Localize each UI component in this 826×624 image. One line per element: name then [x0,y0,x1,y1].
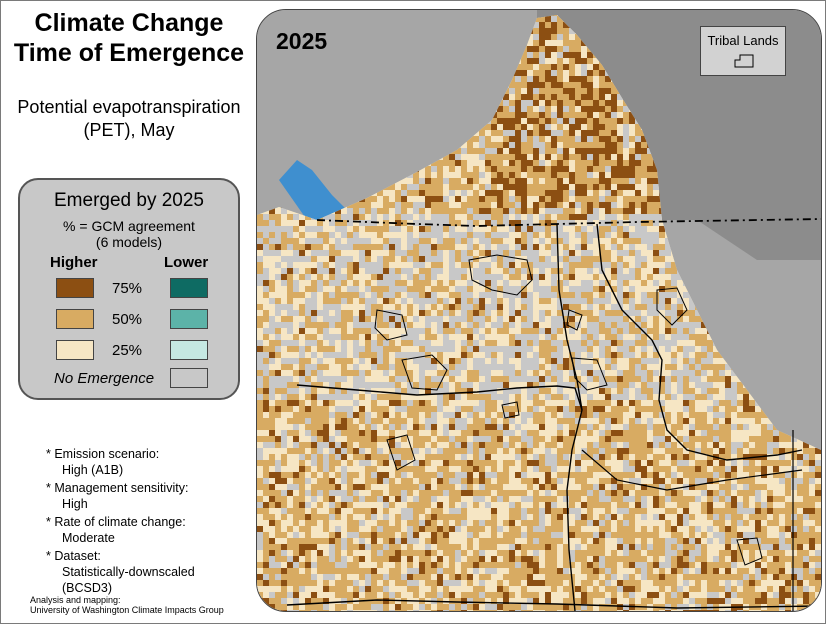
swatch-no-emergence [170,368,208,388]
tribal-land-fort-hall [736,537,763,566]
tribal-lands-outlines [374,254,763,566]
map-panel[interactable] [256,9,822,612]
swatch-higher-75 [56,278,94,298]
tribal-land-umatilla [401,354,448,391]
map-subtitle: Potential evapotranspiration (PET), May [17,97,241,140]
tribal-lands-icon [734,54,754,68]
swatch-lower-75 [170,278,208,298]
swatch-higher-25 [56,340,94,360]
legend-lower-header: Lower [164,254,209,271]
state-border-south [286,599,821,609]
legend-label-75: 75% [112,280,143,297]
legend-no-emergence-label: No Emergence [54,370,155,387]
map-title: Climate Change Time of Emergence [13,9,245,67]
legend-higher-header: Higher [50,254,98,271]
state-border-wa-or [296,384,583,411]
tribal-land-colville [468,254,533,296]
map-year-label: 2025 [276,28,328,54]
tribal-land-coeur-dalene [566,309,583,331]
us-canada-border [316,218,821,227]
note-dataset: * Dataset: Statistically-downscaled (BCS… [46,549,195,595]
legend-label-25: 25% [112,342,143,359]
tribal-land-small-a [501,401,520,419]
state-border-id-mt [596,223,803,461]
credit-text: Analysis and mapping: University of Wash… [30,595,224,615]
legend-label-50: 50% [112,311,143,328]
tribal-lands-legend: Tribal Lands [700,26,786,76]
swatch-higher-50 [56,309,94,329]
swatch-lower-25 [170,340,208,360]
legend-title: Emerged by 2025 [54,190,204,211]
swatch-lower-50 [170,309,208,329]
tribal-land-flathead [656,287,688,326]
map-svg[interactable] [257,10,821,611]
note-rate-of-change: * Rate of climate change: Moderate [46,515,186,545]
legend-panel: Emerged by 2025 % = GCM agreement (6 mod… [18,178,240,400]
tribal-land-yakama [374,309,408,341]
tribal-land-nez-perce [571,357,608,391]
tribal-land-warm-springs [386,434,416,471]
state-border-id-south [581,449,803,491]
legend-subtitle: % = GCM agreement (6 models) [63,218,195,250]
note-emission-scenario: * Emission scenario: High (A1B) [46,447,160,477]
note-management-sensitivity: * Management sensitivity: High [46,481,189,511]
tribal-lands-label: Tribal Lands [707,33,779,48]
